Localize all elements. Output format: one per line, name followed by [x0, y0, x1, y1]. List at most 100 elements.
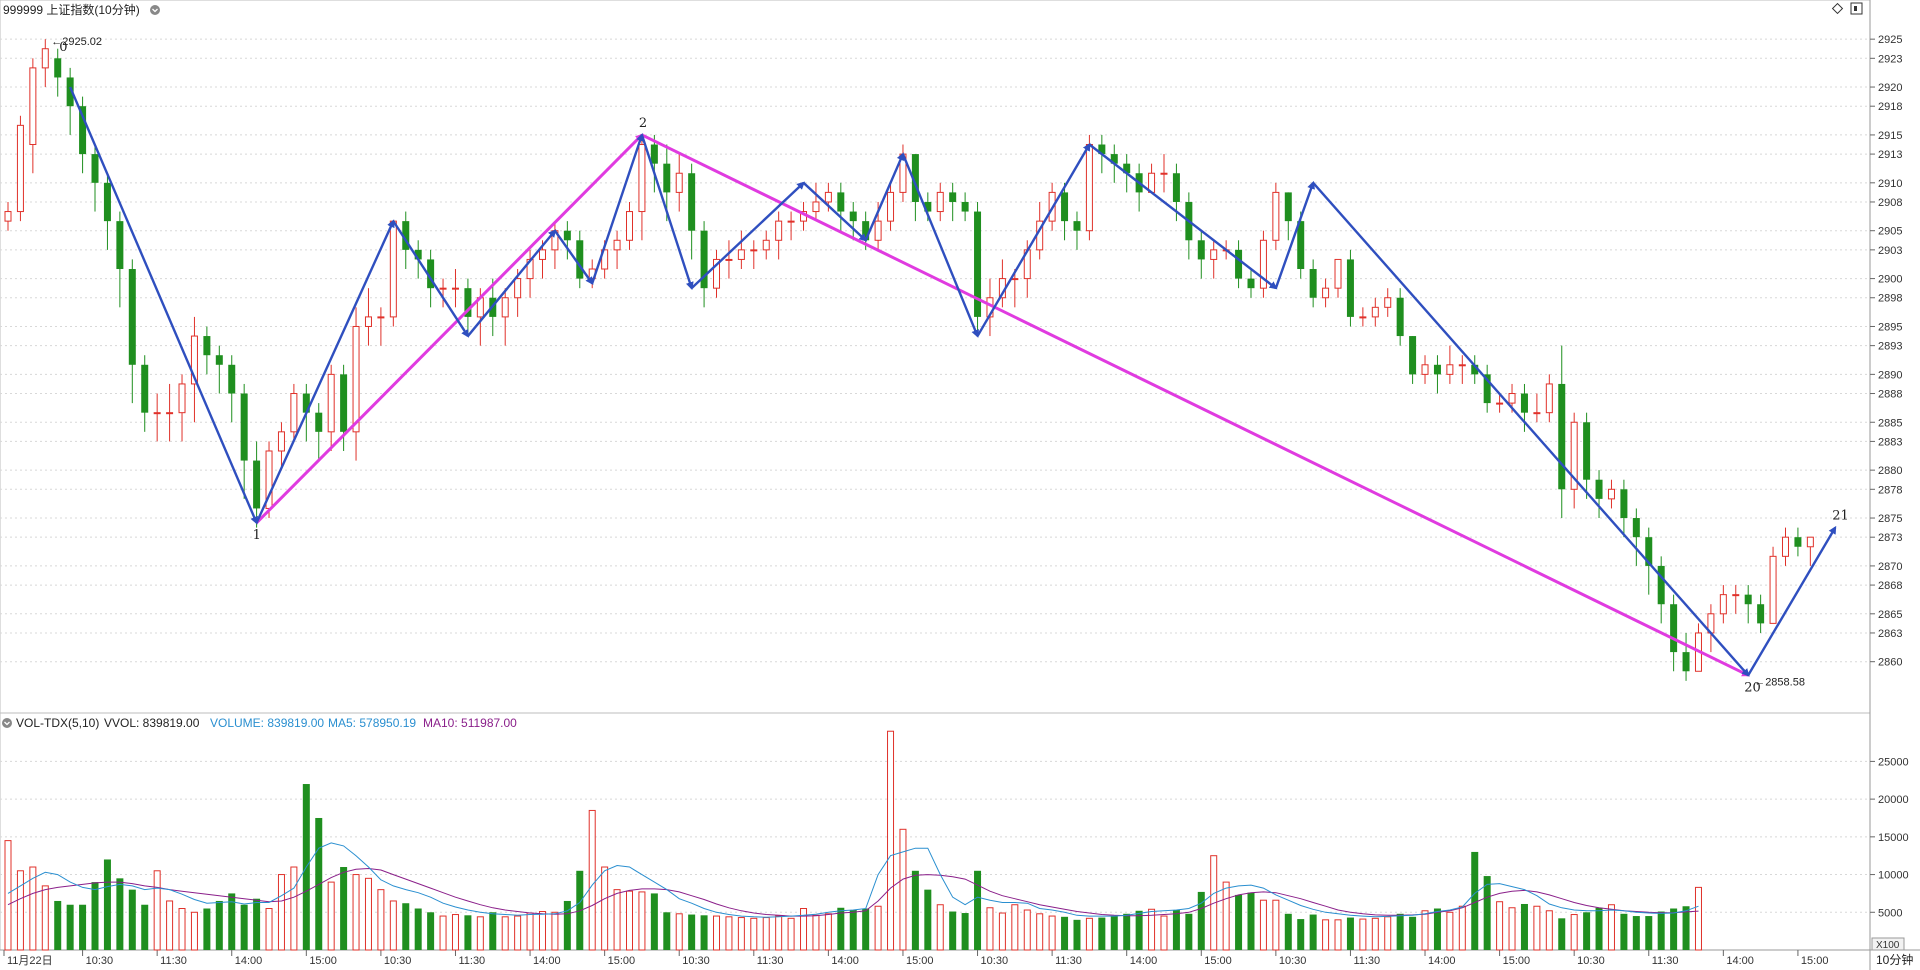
candle-body-down: [427, 259, 435, 289]
candle-body-down: [1284, 192, 1292, 222]
axis-footer: X100 10分钟: [1871, 937, 1913, 967]
volume-bar-down: [849, 910, 857, 950]
price-tick-label: 2888: [1878, 389, 1902, 401]
candle-body-down: [911, 154, 919, 202]
volume-unit: X100: [1876, 940, 1900, 951]
candle-body-up: [887, 191, 895, 222]
wave-line-magenta: [255, 133, 644, 524]
candle-body-up: [1732, 594, 1740, 597]
candle-body-down: [1583, 422, 1591, 480]
candle-body-down: [1632, 518, 1640, 538]
volume-bar-down: [414, 908, 422, 950]
candle-body-up: [41, 48, 49, 69]
time-tick-label: 10:30: [682, 955, 710, 967]
volume-bar-up: [675, 913, 683, 951]
candle-body-down: [1346, 259, 1354, 317]
volume-bar-up: [1496, 901, 1504, 951]
price-tick-label: 2870: [1878, 561, 1902, 573]
time-tick-label: 11:30: [1055, 955, 1082, 967]
volume-bar-up: [1048, 915, 1056, 951]
volume-bar-down: [427, 912, 435, 950]
candle-body-down: [1297, 221, 1305, 270]
time-tick-label: 10:30: [384, 955, 412, 967]
volume-bar-down: [688, 914, 696, 950]
volume-bar-down: [1284, 913, 1292, 950]
candle-body-down: [1172, 173, 1180, 202]
wave-line-blue: [255, 219, 395, 524]
volume-bar-down: [924, 889, 932, 950]
time-tick-label: 15:00: [608, 955, 636, 967]
candle-body-up: [1371, 306, 1379, 318]
price-tick-label: 2910: [1878, 178, 1902, 190]
candle-body-down: [1645, 537, 1653, 566]
candle-body-down: [1197, 240, 1205, 260]
volume-bar-down: [1309, 914, 1317, 950]
period-label[interactable]: 10分钟: [1876, 952, 1913, 967]
price-tick-label: 2903: [1878, 245, 1902, 257]
volume-bar-down: [340, 867, 348, 950]
volume-bar-up: [526, 912, 534, 951]
candle-body-down: [402, 221, 410, 250]
chevron-down-icon[interactable]: [150, 5, 160, 15]
volume-bar-down: [402, 903, 410, 950]
wave-line-magenta: [641, 133, 1750, 677]
price-header: 999999 上证指数(10分钟): [3, 2, 1863, 17]
volume-bar-down: [1670, 908, 1678, 950]
candle-body-down: [1744, 594, 1752, 605]
volume-bar-down: [1247, 892, 1255, 950]
volume-bar-up: [29, 866, 37, 951]
candle-body-down: [128, 269, 136, 365]
candle-body-up: [1011, 278, 1019, 281]
volume-bar-down: [949, 911, 957, 950]
wave-line-blue: [553, 230, 594, 286]
panel-toggle-icon[interactable]: [1850, 2, 1863, 15]
volume-bar-down: [1297, 919, 1305, 950]
volume-bar-down: [650, 893, 658, 950]
volume-bar-up: [725, 916, 733, 951]
volume-bar-up: [178, 908, 186, 951]
diamond-icon[interactable]: [1831, 2, 1844, 15]
price-panel-frame: [0, 0, 1871, 714]
volume-bar-up: [1570, 914, 1578, 951]
candle-body-up: [1085, 144, 1093, 232]
volume-bar-up: [1036, 913, 1044, 951]
wave-line-blue: [392, 220, 469, 338]
candle-body-down: [837, 192, 845, 212]
volume-bar-down: [862, 908, 870, 950]
candle-body-down: [79, 106, 87, 155]
volume-bar-down: [1620, 913, 1628, 950]
candle-body-down: [1757, 604, 1765, 624]
time-tick-label: 14:00: [1130, 955, 1158, 967]
price-tick-label: 2880: [1878, 465, 1902, 477]
volume-bar-up: [290, 866, 298, 951]
candle-body-down: [650, 144, 658, 164]
wave-line-blue: [1312, 182, 1750, 677]
volume-bar-up: [1023, 909, 1031, 951]
volume-bar-up: [986, 907, 994, 951]
price-annotation: ←2925.02: [51, 36, 102, 48]
candle-body-down: [215, 355, 223, 365]
candle-body-down: [700, 230, 708, 289]
price-tick-label: 2878: [1878, 484, 1902, 496]
volume-bar-up: [451, 914, 459, 951]
volume-bar-down: [1346, 917, 1354, 950]
volume-bar-down: [1682, 906, 1690, 950]
volume-bar-down: [1520, 903, 1528, 950]
candle-body-down: [1396, 297, 1404, 337]
candle-body-up: [874, 220, 882, 241]
candle-body-down: [66, 77, 74, 107]
candle-body-up: [1259, 239, 1267, 289]
time-tick-label: 15:00: [309, 955, 337, 967]
candle-body-down: [961, 201, 969, 212]
volume-bar-up: [1384, 916, 1392, 951]
candle-body-down: [1409, 336, 1417, 375]
volume-bar-up: [775, 915, 783, 951]
chevron-down-icon[interactable]: [2, 718, 12, 728]
volume-bar-down: [1558, 918, 1566, 950]
volume-bar-up: [41, 885, 49, 951]
candle-body-down: [414, 249, 422, 260]
volume-bar-up: [1421, 910, 1429, 951]
time-tick-label: 15:00: [1801, 955, 1829, 967]
volume-bar-down: [203, 908, 211, 950]
time-tick-label: 11:30: [160, 955, 187, 967]
